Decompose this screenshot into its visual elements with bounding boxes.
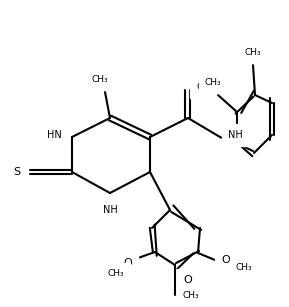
Text: NH: NH [103, 205, 117, 215]
Text: O: O [196, 82, 205, 92]
Text: CH₃: CH₃ [108, 269, 124, 278]
Text: CH₃: CH₃ [92, 75, 108, 84]
Text: O: O [123, 258, 132, 268]
Text: O: O [183, 275, 192, 285]
Text: CH₃: CH₃ [236, 263, 253, 273]
Text: NH: NH [228, 130, 243, 140]
Text: CH₃: CH₃ [205, 78, 221, 87]
Text: CH₃: CH₃ [245, 48, 261, 57]
Text: S: S [13, 167, 20, 177]
Text: HN: HN [47, 130, 62, 140]
Text: CH₃: CH₃ [183, 290, 200, 300]
Text: O: O [221, 255, 230, 265]
